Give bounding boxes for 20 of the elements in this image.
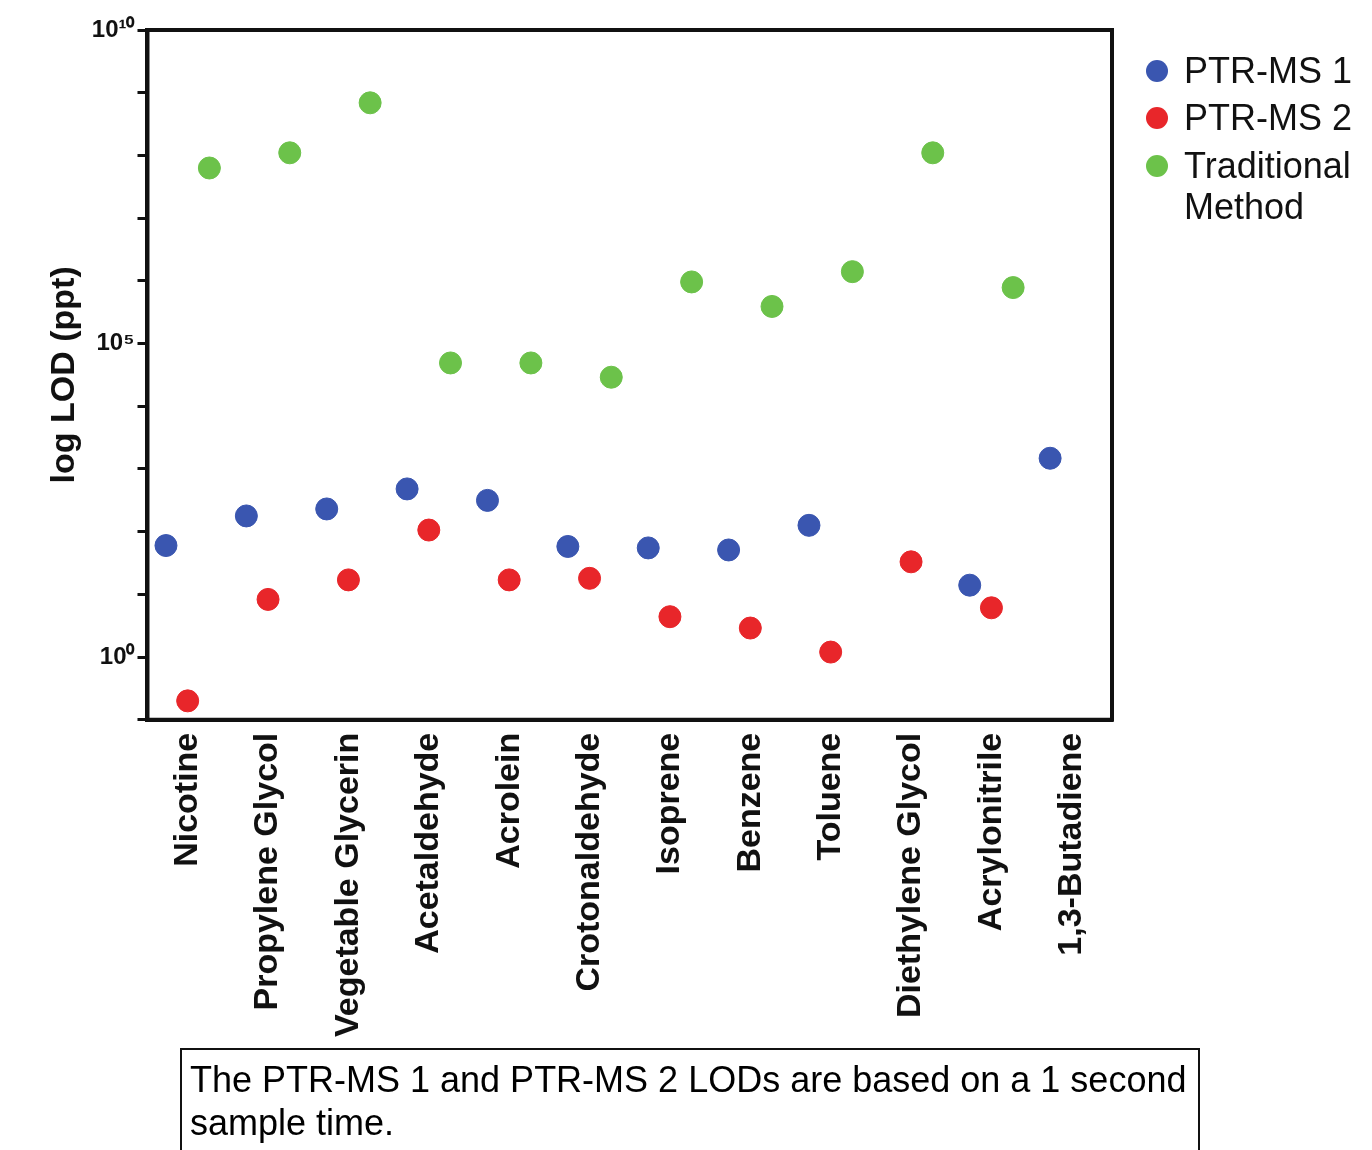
x-tick-label: Nicotine [166, 732, 205, 867]
x-tick-label: Acrylonitrile [969, 732, 1008, 932]
x-tick-label: Vegetable Glycerin [326, 732, 365, 1038]
y-tick-label: 10¹⁰ [91, 14, 136, 42]
legend-label: PTR-MS 2 [1184, 97, 1353, 139]
y-tick-label: 10⁰ [99, 641, 136, 669]
x-tick-label: Toluene [809, 732, 848, 861]
x-tick-label: Acrolein [487, 732, 526, 869]
x-tick-label: 1,3-Butadiene [1050, 732, 1089, 956]
legend-label: Traditional Method [1184, 144, 1352, 228]
legend-label: PTR-MS 1 [1184, 50, 1353, 92]
x-tick-label: Crotonaldehyde [567, 732, 606, 992]
x-tick-label: Acetaldehyde [407, 732, 446, 954]
y-axis-title: log LOD (ppt) [42, 266, 81, 484]
x-tick-label: Isoprene [648, 732, 687, 875]
text: The PTR-MS 1 and PTR-MS 2 LODs are based on a 1 second sample time. [180, 1048, 1200, 1150]
y-tick-label: 10⁵ [96, 328, 135, 356]
x-tick-label: Propylene Glycol [246, 732, 285, 1011]
x-tick-label: Benzene [728, 732, 767, 873]
x-tick-label: Diethylene Glycol [889, 732, 928, 1019]
